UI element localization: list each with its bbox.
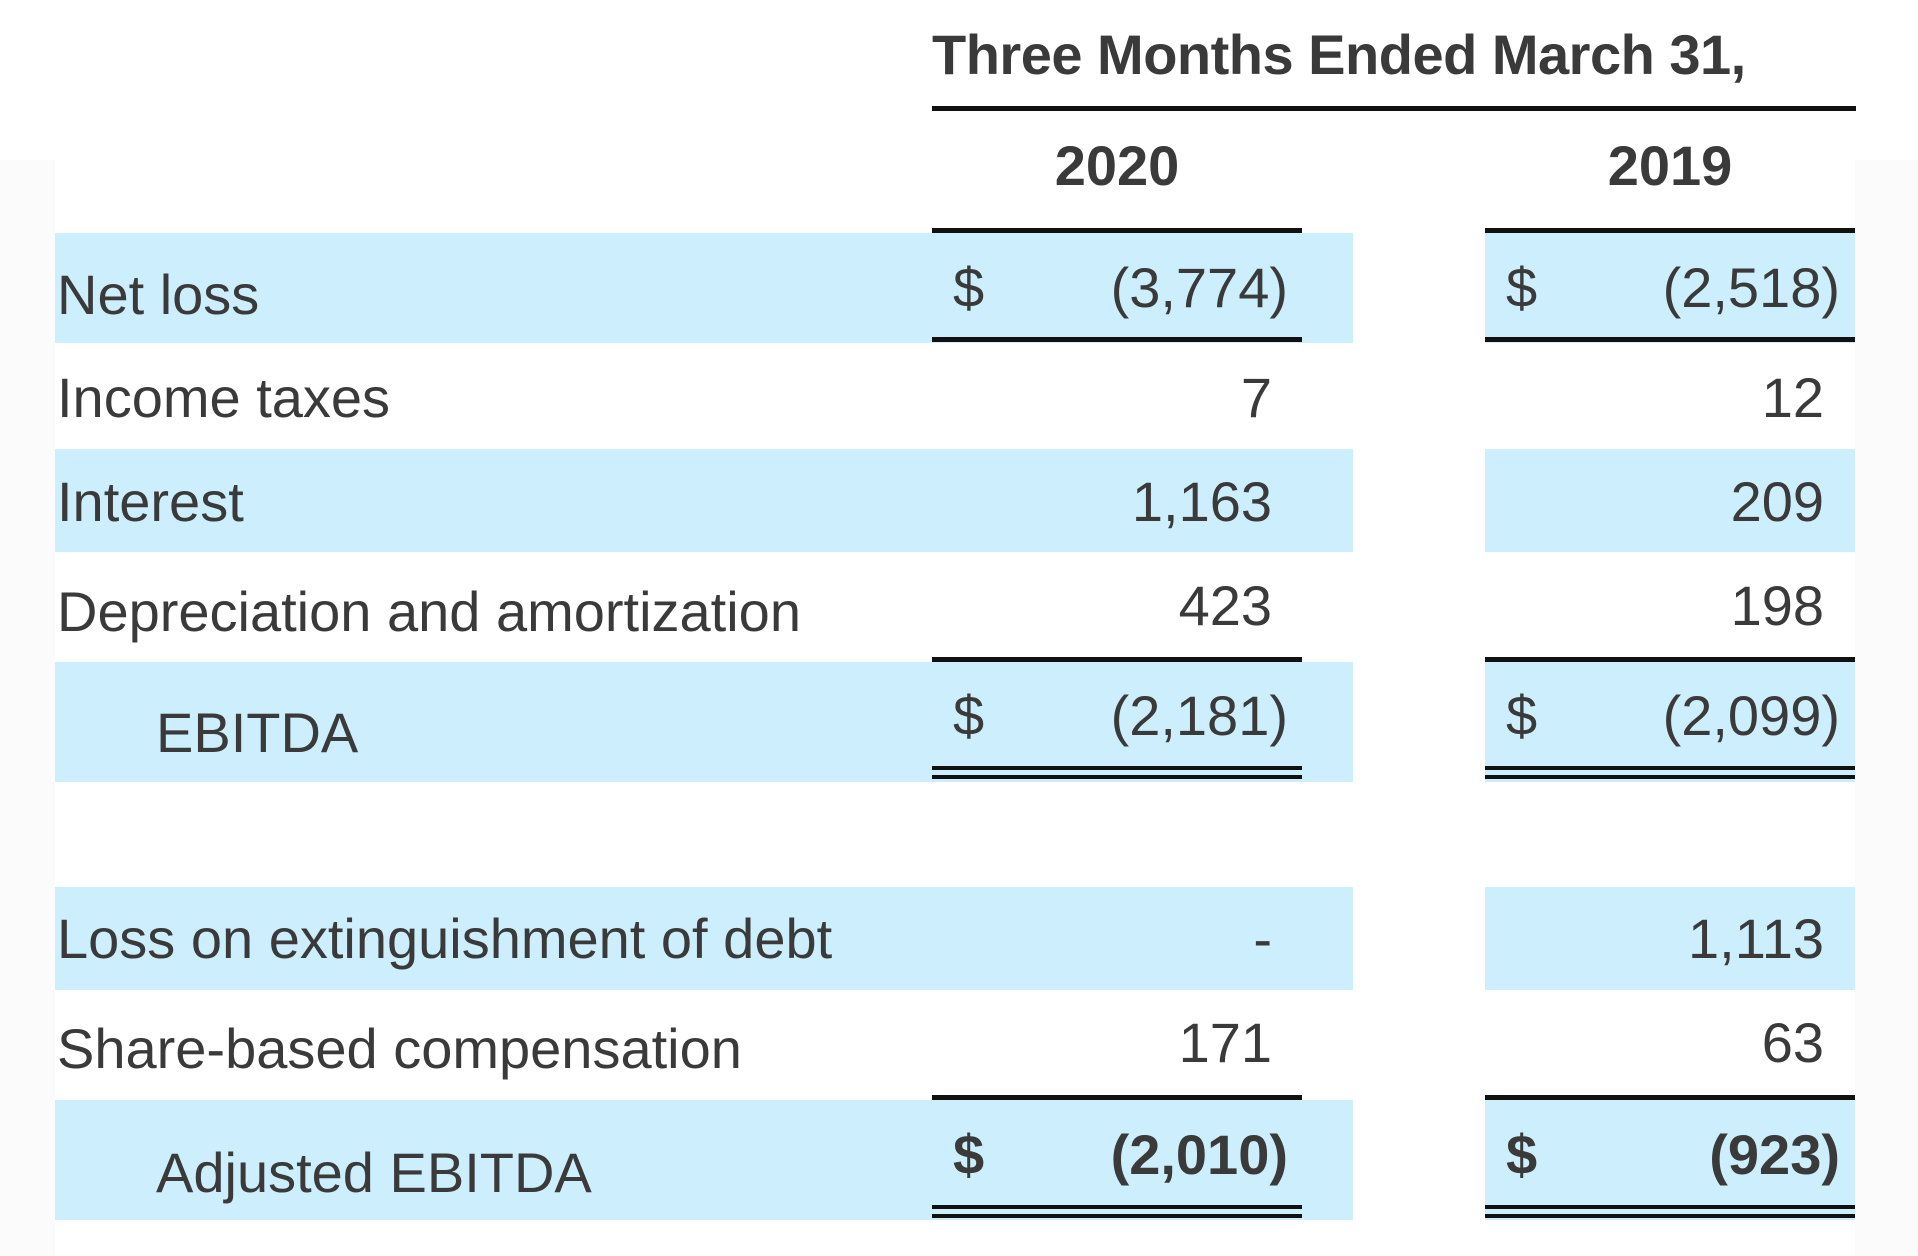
- depreciation-2019-rule: [1485, 657, 1855, 662]
- row-band-loss-extinguishment-2019: [1485, 887, 1855, 990]
- interest-2019: 209: [1730, 470, 1824, 533]
- row-label-interest: Interest: [57, 470, 244, 533]
- header-rule: [932, 106, 1856, 111]
- adjusted-ebitda-2020: (2,010): [1110, 1123, 1288, 1186]
- row-label-ebitda: EBITDA: [156, 701, 359, 764]
- row-band-adjusted-ebitda-2019: [1485, 1100, 1855, 1220]
- ebitda-2019-double-rule-bottom: [1485, 775, 1855, 779]
- row-label-share-based-comp: Share-based compensation: [57, 1017, 742, 1080]
- net-loss-2020-rule: [932, 337, 1302, 342]
- period-header: Three Months Ended March 31,: [932, 23, 1746, 86]
- ebitda-2020: (2,181): [1110, 684, 1288, 747]
- adjusted-ebitda-2020-double-rule-top: [932, 1205, 1302, 1209]
- row-band-ebitda: [55, 662, 1353, 782]
- ebitda-2020-double-rule-bottom: [932, 775, 1302, 779]
- net-loss-2019-rule: [1485, 337, 1855, 342]
- row-label-adjusted-ebitda: Adjusted EBITDA: [156, 1141, 592, 1204]
- share-based-comp-2020-rule: [932, 1095, 1302, 1100]
- row-band-interest: [55, 449, 1353, 552]
- row-band-net-loss-2019: [1485, 233, 1855, 343]
- row-label-income-taxes: Income taxes: [57, 366, 391, 429]
- left-margin: [0, 160, 55, 1256]
- interest-2020: 1,163: [1131, 470, 1272, 533]
- adjusted-ebitda-2019: (923): [1709, 1123, 1840, 1186]
- loss-extinguishment-2019: 1,113: [1688, 907, 1824, 970]
- year-2019-rule: [1485, 228, 1855, 233]
- ebitda-2019-double-rule-top: [1485, 766, 1855, 770]
- share-based-comp-2019: 63: [1761, 1011, 1824, 1074]
- currency-symbol: $: [953, 684, 985, 747]
- row-label-loss-extinguishment: Loss on extinguishment of debt: [57, 907, 833, 970]
- depreciation-2020-rule: [932, 657, 1302, 662]
- row-band-ebitda-2019: [1485, 662, 1855, 782]
- row-label-net-loss: Net loss: [57, 263, 260, 326]
- loss-extinguishment-2020: -: [1253, 907, 1272, 970]
- row-label-depreciation: Depreciation and amortization: [57, 580, 801, 643]
- ebitda-2020-double-rule-top: [932, 766, 1302, 770]
- income-taxes-2019: 12: [1761, 366, 1824, 429]
- row-band-net-loss: [55, 233, 1353, 343]
- adjusted-ebitda-2019-double-rule-bottom: [1485, 1214, 1855, 1218]
- net-loss-2020: (3,774): [1110, 256, 1288, 319]
- share-based-comp-2020: 171: [1178, 1011, 1272, 1074]
- currency-symbol: $: [953, 1123, 985, 1186]
- income-taxes-2020: 7: [1240, 366, 1272, 429]
- depreciation-2019: 198: [1730, 574, 1824, 637]
- adjusted-ebitda-2019-double-rule-top: [1485, 1205, 1855, 1209]
- currency-symbol: $: [1506, 256, 1538, 319]
- adjusted-ebitda-2020-double-rule-bottom: [932, 1214, 1302, 1218]
- currency-symbol: $: [953, 256, 985, 319]
- row-band-adjusted-ebitda: [55, 1100, 1353, 1220]
- year-2019-header: 2019: [1607, 134, 1733, 197]
- year-2020-rule: [932, 228, 1302, 233]
- currency-symbol: $: [1506, 1123, 1538, 1186]
- currency-symbol: $: [1506, 684, 1538, 747]
- year-2020-header: 2020: [1054, 134, 1180, 197]
- row-band-loss-extinguishment: [55, 887, 1353, 990]
- depreciation-2020: 423: [1178, 574, 1272, 637]
- row-band-interest-2019: [1485, 449, 1855, 552]
- net-loss-2019: (2,518): [1662, 256, 1840, 319]
- ebitda-2019: (2,099): [1662, 684, 1840, 747]
- share-based-comp-2019-rule: [1485, 1095, 1855, 1100]
- right-margin: [1855, 160, 1918, 1256]
